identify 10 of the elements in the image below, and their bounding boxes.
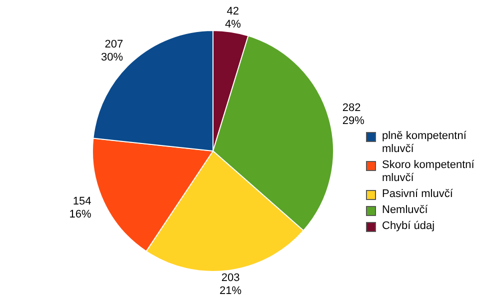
data-label: 207 30% bbox=[101, 38, 124, 64]
legend-label: Nemluvčí bbox=[382, 204, 428, 217]
legend-label: Skoro kompetentní mluvčí bbox=[382, 159, 476, 185]
data-label: 154 16% bbox=[69, 196, 92, 221]
data-label: 42 4% bbox=[224, 6, 242, 31]
data-label: 282 29% bbox=[342, 102, 365, 127]
legend-label: Chybí údaj bbox=[382, 220, 435, 233]
data-label: 203 21% bbox=[220, 272, 242, 297]
legend-label: Pasivní mluvčí bbox=[382, 188, 453, 201]
legend-label: plně kompetentní mluvčí bbox=[382, 130, 468, 156]
